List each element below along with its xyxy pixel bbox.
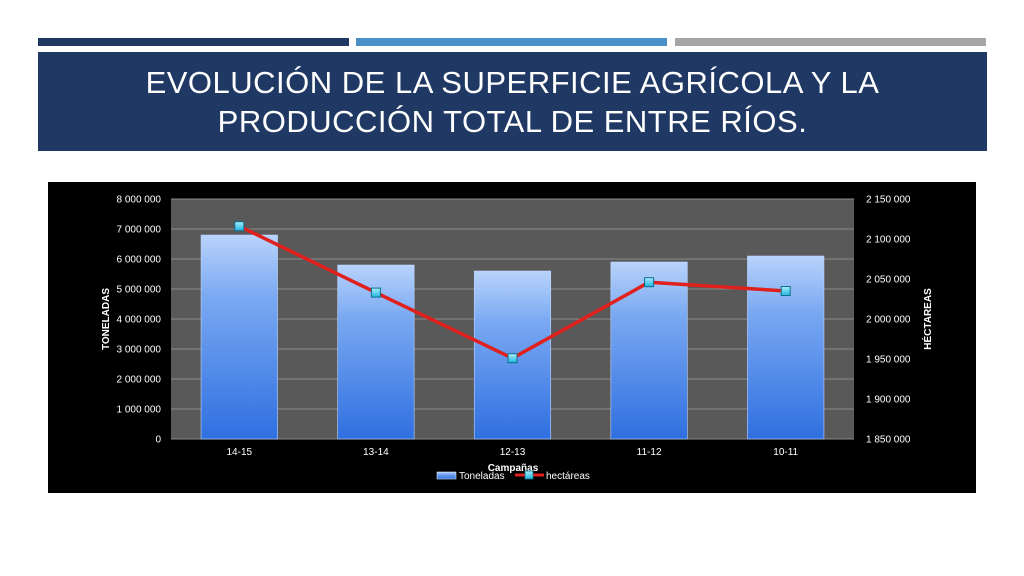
legend: Toneladas hectáreas bbox=[436, 470, 590, 482]
x-axis-title: Campañas bbox=[488, 463, 539, 474]
slide-title-line-1: EVOLUCIÓN DE LA SUPERFICIE AGRÍCOLA Y LA bbox=[145, 64, 880, 100]
bar-toneladas bbox=[473, 270, 552, 440]
y-right-tick-label: 1 900 000 bbox=[866, 395, 911, 406]
y-left-tick-label: 6 000 000 bbox=[117, 255, 162, 266]
y-right-tick-label: 2 100 000 bbox=[866, 235, 911, 246]
y-left-tick-label: 1 000 000 bbox=[117, 405, 162, 416]
x-tick-label: 12-13 bbox=[500, 447, 526, 458]
marker-hectareas bbox=[507, 353, 518, 364]
accent-bar-dark bbox=[38, 38, 349, 46]
legend-label-toneladas: Toneladas bbox=[459, 471, 505, 482]
legend-swatch-hectareas-marker bbox=[524, 470, 534, 480]
y-left-axis-title: TONELADAS bbox=[101, 288, 112, 350]
accent-bar-grey bbox=[675, 38, 986, 46]
combo-chart: 0 1 000 000 2 000 000 3 000 000 4 000 000 5 0… bbox=[101, 195, 934, 483]
y-left-tick-label: 0 bbox=[155, 435, 161, 446]
y-right-tick-label: 2 050 000 bbox=[866, 275, 911, 286]
y-left-tick-label: 2 000 000 bbox=[117, 375, 162, 386]
bar-toneladas bbox=[610, 261, 688, 440]
marker-hectareas bbox=[370, 287, 381, 298]
y-right-tick-label: 2 000 000 bbox=[866, 315, 911, 326]
y-left-tick-label: 3 000 000 bbox=[117, 345, 162, 356]
chart-container: 0 1 000 000 2 000 000 3 000 000 4 000 000 5 0… bbox=[48, 182, 976, 493]
y-right-tick-label: 2 150 000 bbox=[866, 195, 911, 206]
marker-hectareas bbox=[644, 277, 655, 288]
y-right-tick-label: 1 850 000 bbox=[866, 435, 911, 446]
right-axis-ticks: 1 850 000 1 900 000 1 950 000 2 000 000 2 05… bbox=[866, 195, 911, 446]
title-banner: EVOLUCIÓN DE LA SUPERFICIE AGRÍCOLA Y LA… bbox=[38, 52, 987, 151]
line-series-hectareas bbox=[234, 221, 791, 364]
y-left-tick-label: 7 000 000 bbox=[117, 225, 162, 236]
x-tick-label: 10-11 bbox=[773, 447, 798, 458]
slide-title-line-2: PRODUCCIÓN TOTAL DE ENTRE RÍOS. bbox=[217, 103, 808, 139]
y-left-tick-label: 8 000 000 bbox=[117, 195, 162, 206]
y-left-tick-label: 5 000 000 bbox=[117, 285, 162, 296]
bar-toneladas bbox=[747, 255, 825, 440]
left-axis-ticks: 0 1 000 000 2 000 000 3 000 000 4 000 000 5 0… bbox=[117, 195, 162, 446]
x-tick-label: 14-15 bbox=[227, 447, 253, 458]
bar-toneladas bbox=[200, 234, 278, 440]
y-left-tick-label: 4 000 000 bbox=[117, 315, 162, 326]
y-right-axis-title: HÉCTAREAS bbox=[921, 288, 934, 350]
legend-label-hectareas: hectáreas bbox=[546, 471, 590, 482]
legend-swatch-toneladas bbox=[436, 471, 457, 480]
x-axis-ticks: 14-15 13-14 12-13 11-12 10-11 bbox=[227, 447, 799, 458]
x-tick-label: 13-14 bbox=[363, 447, 389, 458]
marker-hectareas bbox=[780, 286, 791, 296]
marker-hectareas bbox=[234, 221, 245, 232]
x-tick-label: 11-12 bbox=[637, 447, 662, 458]
y-right-tick-label: 1 950 000 bbox=[866, 355, 911, 366]
accent-bar-blue bbox=[356, 38, 667, 46]
